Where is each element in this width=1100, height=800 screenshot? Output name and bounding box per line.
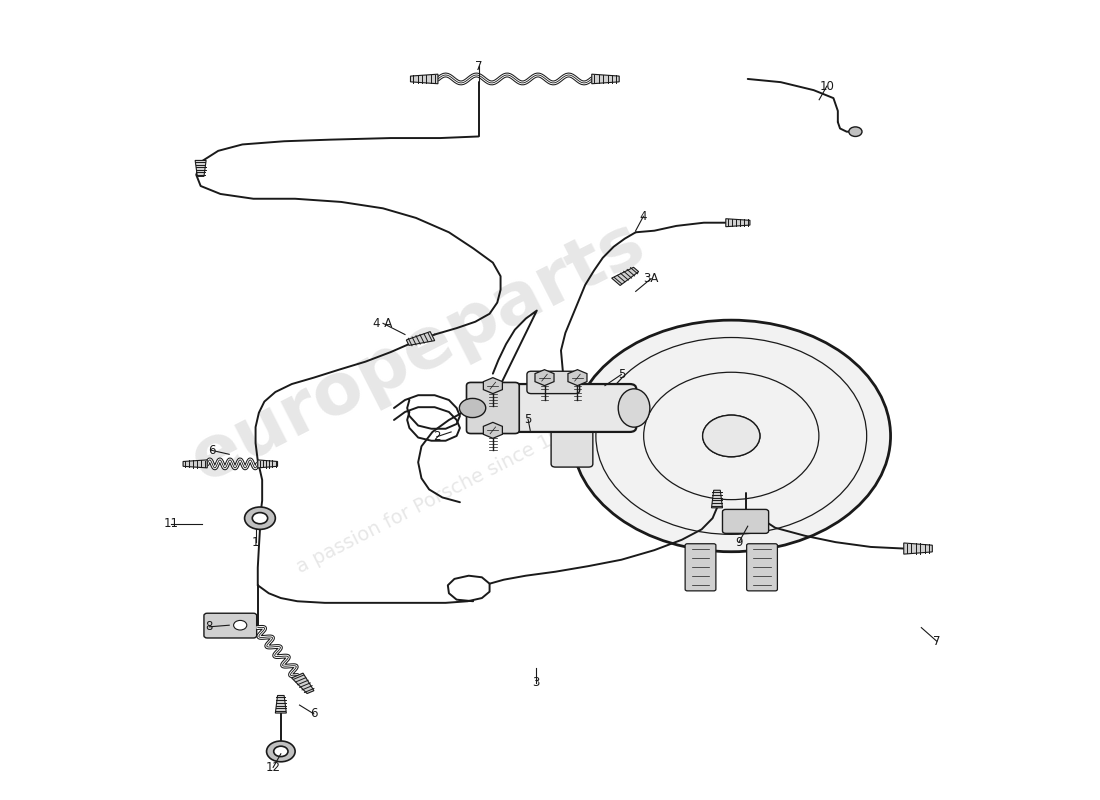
Polygon shape [275, 695, 286, 713]
Text: 7: 7 [933, 634, 940, 648]
Circle shape [703, 415, 760, 457]
Polygon shape [592, 74, 619, 84]
Text: 10: 10 [820, 80, 834, 93]
Polygon shape [535, 370, 554, 386]
Text: 5: 5 [525, 413, 531, 426]
Circle shape [274, 746, 288, 757]
FancyBboxPatch shape [204, 614, 256, 638]
Text: 7: 7 [475, 60, 482, 73]
FancyBboxPatch shape [466, 382, 519, 434]
Polygon shape [612, 267, 639, 286]
Polygon shape [483, 422, 503, 438]
Polygon shape [195, 161, 206, 176]
Polygon shape [483, 378, 503, 394]
Text: 4 A: 4 A [373, 317, 393, 330]
FancyBboxPatch shape [685, 544, 716, 591]
Text: 8: 8 [206, 620, 213, 634]
Polygon shape [292, 673, 313, 694]
Circle shape [244, 507, 275, 530]
Text: 1: 1 [252, 536, 260, 549]
FancyBboxPatch shape [747, 544, 778, 591]
Circle shape [252, 513, 267, 524]
Text: 6: 6 [310, 707, 318, 720]
Polygon shape [568, 370, 587, 386]
Polygon shape [406, 332, 434, 346]
Text: 5: 5 [618, 368, 625, 381]
FancyBboxPatch shape [475, 384, 636, 432]
Polygon shape [726, 218, 750, 226]
Text: 12: 12 [266, 761, 280, 774]
Text: 3: 3 [532, 676, 539, 690]
Text: 11: 11 [164, 518, 178, 530]
Polygon shape [712, 490, 723, 508]
Circle shape [572, 320, 891, 552]
Ellipse shape [618, 389, 650, 427]
Text: 3A: 3A [644, 272, 659, 285]
Polygon shape [410, 74, 438, 84]
Circle shape [460, 398, 486, 418]
Circle shape [233, 621, 246, 630]
Polygon shape [257, 460, 277, 468]
Polygon shape [904, 543, 933, 554]
Text: 6: 6 [208, 444, 216, 457]
Text: 9: 9 [735, 536, 743, 549]
Polygon shape [183, 460, 207, 468]
FancyBboxPatch shape [723, 510, 769, 534]
Circle shape [849, 127, 862, 137]
Text: a passion for Porsche since 1985: a passion for Porsche since 1985 [293, 414, 587, 577]
Text: 2: 2 [433, 430, 441, 443]
Text: 4: 4 [639, 210, 647, 223]
Text: europeparts: europeparts [179, 208, 657, 496]
Circle shape [266, 741, 295, 762]
FancyBboxPatch shape [551, 405, 593, 467]
FancyBboxPatch shape [527, 371, 580, 394]
